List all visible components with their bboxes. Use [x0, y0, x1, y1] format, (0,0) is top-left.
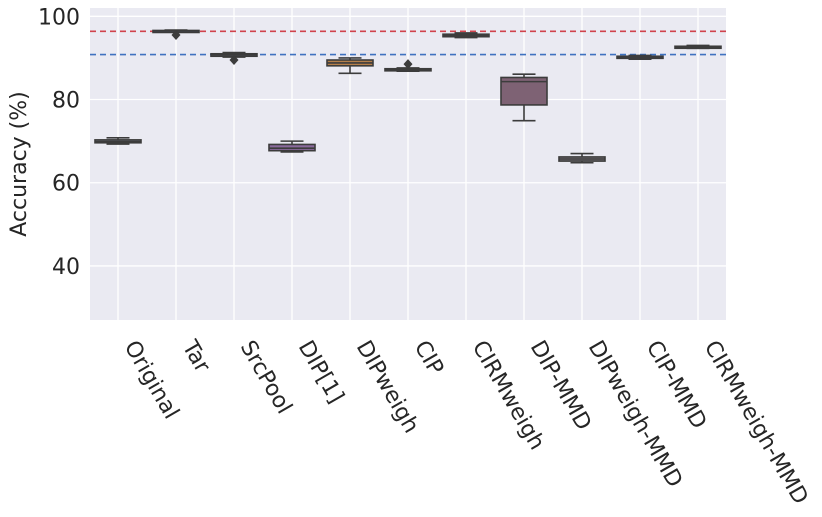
box-dip-1-: [268, 140, 316, 153]
x-tick-label-3: DIP[1]: [293, 337, 349, 408]
box-cip-mmd: [616, 54, 664, 60]
box-cip: [384, 59, 432, 73]
y-tick-label-40: 40: [52, 255, 80, 280]
x-tick-label-5: CIP: [409, 337, 448, 380]
y-axis-label: Accuracy (%): [7, 91, 32, 237]
box-cirmweigh: [442, 32, 490, 39]
box-original: [94, 136, 142, 145]
box-dipweigh: [326, 57, 374, 75]
boxes: [94, 29, 722, 164]
outlier-0: [229, 55, 239, 65]
y-tick-label-60: 60: [52, 172, 80, 197]
x-tick-label-2: SrcPool: [235, 337, 297, 419]
box-srcpool: [210, 51, 258, 65]
y-tick-label-80: 80: [52, 89, 80, 114]
x-tick-label-10: CIRMweigh-MMD: [699, 337, 813, 509]
box-dipweigh-mmd: [558, 152, 606, 164]
box-dip-mmd: [500, 73, 548, 122]
y-tick-labels: 40 60 80 100: [38, 5, 80, 280]
outlier-0: [403, 59, 413, 70]
box-tar: [152, 29, 200, 41]
x-tick-label-1: Tar: [176, 336, 215, 378]
x-tick-label-0: Original: [119, 337, 184, 424]
outlier-0: [171, 30, 181, 41]
y-tick-label-100: 100: [38, 5, 80, 30]
box-cirmweigh-mmd: [674, 44, 722, 50]
